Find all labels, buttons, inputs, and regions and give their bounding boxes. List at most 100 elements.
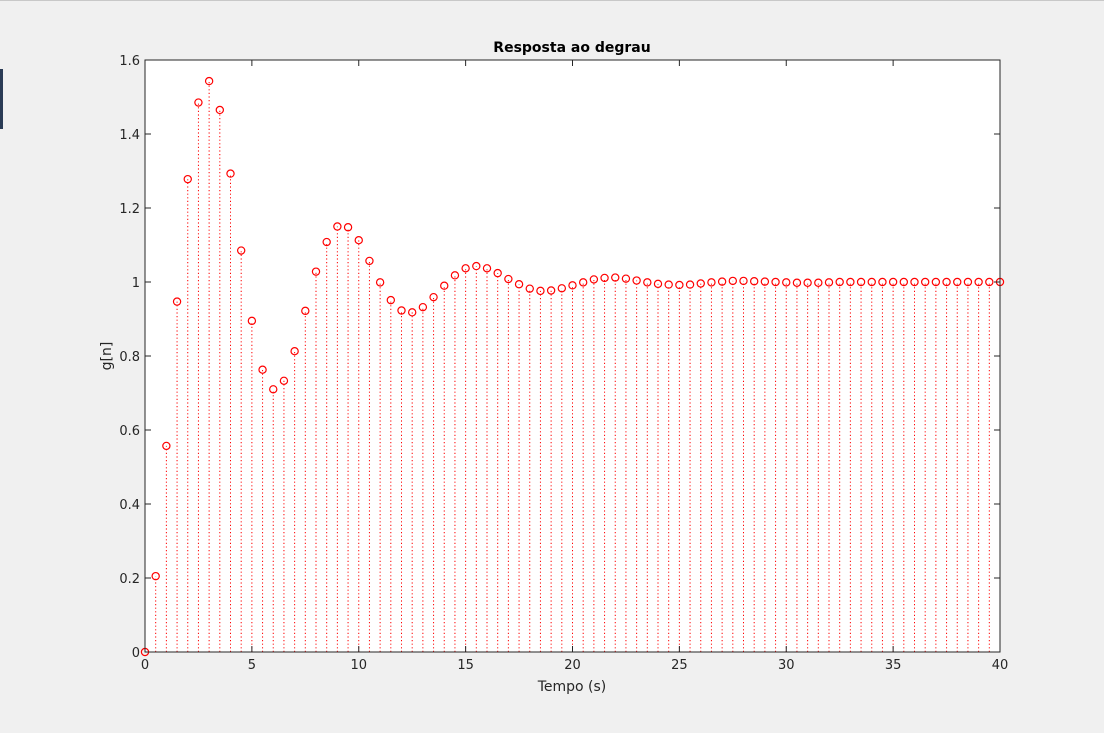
- stem-marker: [771, 277, 780, 287]
- x-tick-label: 5: [248, 658, 256, 673]
- y-tick-label: 0.2: [119, 572, 140, 587]
- stem-marker: [803, 278, 812, 287]
- stem-marker: [910, 277, 919, 287]
- stem-marker: [172, 297, 182, 306]
- stem-marker: [814, 278, 823, 287]
- stem-marker: [322, 237, 331, 247]
- x-tick-label: 10: [350, 658, 367, 673]
- stem-marker: [739, 276, 748, 286]
- stem-marker: [397, 306, 406, 315]
- stem-marker: [461, 264, 470, 273]
- y-tick-label: 1: [132, 276, 140, 291]
- stem-marker: [162, 441, 171, 451]
- stem-marker: [514, 280, 524, 289]
- stem-marker: [226, 169, 235, 178]
- x-tick-label: 40: [992, 658, 1009, 673]
- stem-marker: [365, 256, 374, 266]
- x-tick-label: 30: [778, 658, 795, 673]
- y-tick-label: 1.4: [119, 128, 140, 143]
- stem-marker: [504, 274, 513, 284]
- chart-title: Resposta ao degrau: [493, 40, 650, 56]
- stem-marker: [568, 281, 577, 290]
- stem-marker: [685, 280, 695, 289]
- stem-marker: [985, 277, 994, 287]
- y-tick-label: 0.4: [119, 498, 140, 513]
- stem-marker: [589, 275, 599, 284]
- stem-marker: [653, 279, 663, 289]
- x-axis-ticks: 0 5 10 15 20 25 30 35 40: [141, 60, 1008, 673]
- stem-marker: [183, 174, 192, 184]
- stem-marker: [472, 261, 481, 271]
- y-axis-ticks: 0 0.2 0.4 0.6 0.8 1 1.2 1.4 1.6: [119, 54, 1000, 661]
- stem-marker: [546, 286, 556, 295]
- x-tick-label: 20: [564, 658, 581, 673]
- stem-marker: [760, 277, 770, 286]
- y-axis-label: g[n]: [99, 342, 115, 371]
- x-tick-label: 35: [885, 658, 902, 673]
- stem-marker: [493, 268, 502, 278]
- stem-marker: [440, 281, 449, 290]
- x-tick-label: 25: [671, 658, 688, 673]
- stem-marker: [386, 295, 396, 305]
- stem-marker: [888, 277, 898, 287]
- stem-marker: [632, 276, 641, 285]
- stem-marker: [301, 306, 310, 316]
- stem-marker: [856, 277, 866, 287]
- y-tick-label: 1.2: [119, 202, 140, 217]
- stem-marker: [621, 274, 631, 283]
- stem-marker: [215, 105, 225, 115]
- stem-marker: [269, 385, 278, 394]
- stem-marker: [525, 284, 534, 293]
- stem-marker: [429, 292, 438, 302]
- stem-marker: [675, 280, 684, 290]
- stem-marker: [557, 284, 567, 293]
- stem-marker: [942, 277, 951, 287]
- stem-marker: [333, 222, 342, 231]
- window-edge-accent: [0, 69, 3, 129]
- stem-marker: [578, 278, 588, 287]
- y-tick-label: 0.6: [119, 424, 140, 439]
- stem-marker: [899, 277, 909, 287]
- y-tick-label: 1.6: [119, 54, 140, 69]
- stem-marker: [920, 277, 930, 287]
- stem-marker: [311, 267, 321, 276]
- stem-marker: [258, 365, 267, 374]
- stem-marker: [717, 277, 727, 286]
- stem-marker: [782, 278, 791, 287]
- stem-marker: [749, 277, 759, 286]
- stem-marker: [194, 98, 203, 107]
- stem-marker: [643, 278, 652, 287]
- stem-marker: [931, 277, 941, 287]
- stem-marker: [792, 278, 802, 287]
- stem-marker: [728, 276, 738, 286]
- stem-marker: [418, 302, 428, 312]
- stem-marker: [536, 286, 545, 296]
- stem-marker: [953, 277, 962, 287]
- stem-marker: [846, 277, 855, 287]
- stem-marker: [600, 273, 609, 283]
- stem-marker: [354, 235, 363, 245]
- y-tick-label: 0.8: [119, 350, 140, 365]
- x-tick-label: 0: [141, 658, 149, 673]
- stem-marker: [963, 277, 973, 287]
- stem-marker: [407, 308, 417, 317]
- stem-marker: [664, 280, 673, 289]
- stem-marker: [450, 271, 460, 280]
- stem-marker: [707, 278, 716, 287]
- stem-marker: [835, 277, 844, 287]
- stem-marker: [482, 264, 492, 273]
- stem-marker: [867, 277, 876, 287]
- stem-marker: [290, 346, 299, 356]
- stem-lines: [155, 81, 1001, 652]
- stem-marker: [611, 273, 620, 282]
- stem-marker: [204, 76, 214, 86]
- x-tick-label: 15: [457, 658, 474, 673]
- stem-marker: [974, 277, 983, 287]
- stem-marker: [343, 223, 353, 232]
- y-tick-label: 0: [132, 646, 140, 661]
- stem-marker: [247, 316, 257, 326]
- stem-marker: [236, 246, 246, 255]
- stem-marker: [375, 278, 385, 287]
